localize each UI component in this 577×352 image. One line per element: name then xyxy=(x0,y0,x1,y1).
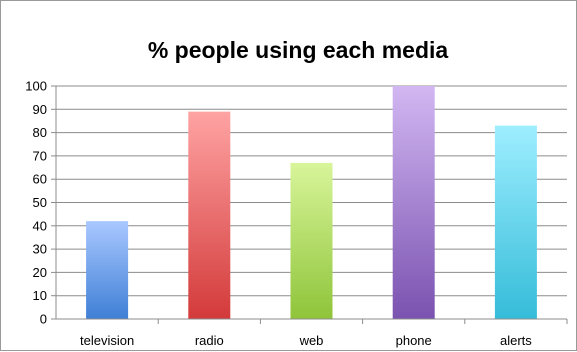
x-tick-label: television xyxy=(80,333,134,348)
y-tick-label: 20 xyxy=(33,265,47,280)
y-tick-label: 80 xyxy=(33,125,47,140)
y-tick-label: 60 xyxy=(33,172,47,187)
bar-television xyxy=(86,221,129,319)
y-tick-label: 90 xyxy=(33,102,47,117)
y-axis-ticks: 0 10 20 30 40 50 60 70 80 90 100 xyxy=(25,79,56,327)
y-tick-label: 70 xyxy=(33,148,47,163)
x-axis-labels: television radio web phone alerts xyxy=(80,333,532,348)
bars xyxy=(86,86,537,319)
x-tick-label: web xyxy=(299,333,324,348)
x-tick-label: phone xyxy=(396,333,432,348)
y-tick-label: 0 xyxy=(40,312,47,327)
y-tick-label: 50 xyxy=(33,195,47,210)
y-tick-label: 100 xyxy=(25,79,47,94)
bar-alerts xyxy=(494,125,537,319)
y-tick-label: 40 xyxy=(33,218,47,233)
bar-phone xyxy=(392,86,435,319)
axes xyxy=(55,86,568,324)
x-tick-label: radio xyxy=(195,333,224,348)
bar-radio xyxy=(188,111,231,319)
y-tick-label: 10 xyxy=(33,288,47,303)
chart-title: % people using each media xyxy=(148,37,449,63)
x-tick-label: alerts xyxy=(500,333,532,348)
bar-web xyxy=(290,162,333,319)
y-tick-label: 30 xyxy=(33,242,47,257)
